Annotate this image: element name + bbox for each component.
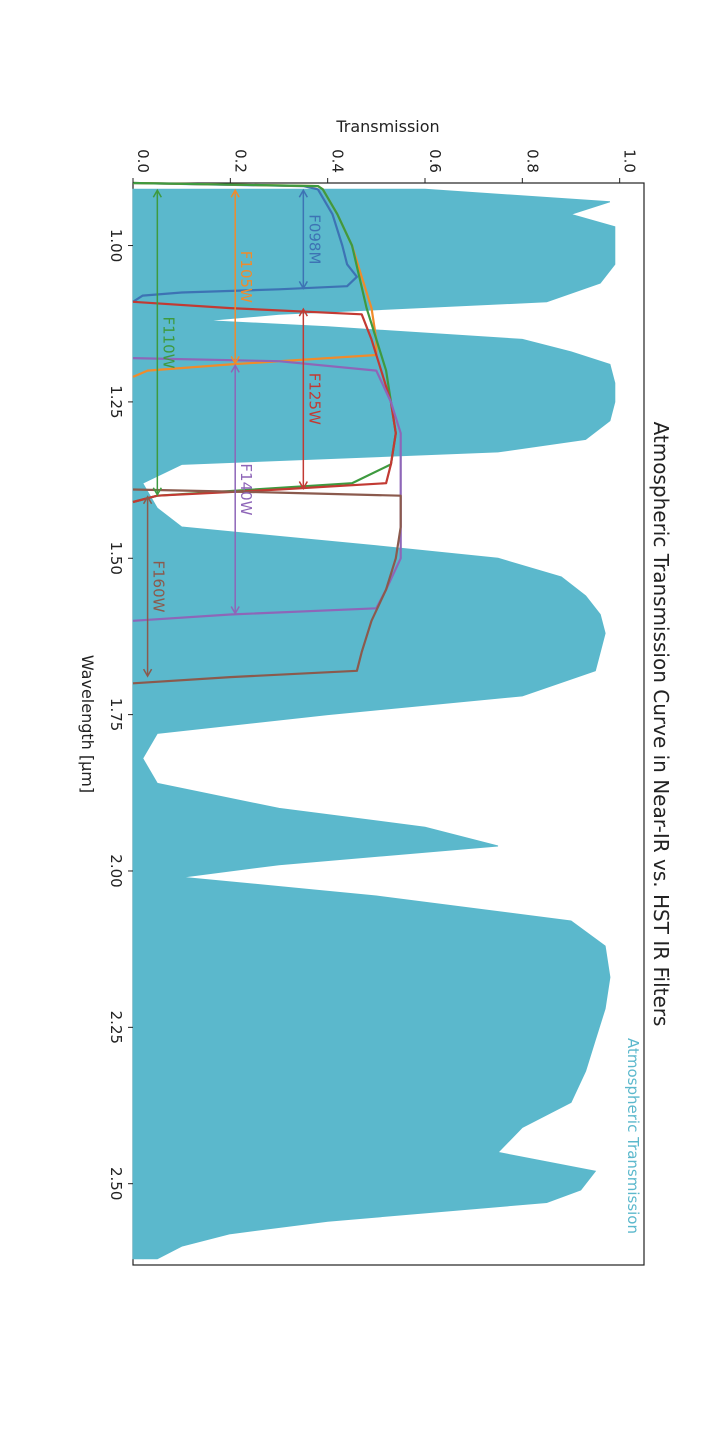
band-arrow-end-f125w: [298, 481, 308, 490]
band-arrow-end-f105w: [230, 356, 240, 365]
band-label-f160w: F160W: [150, 560, 168, 612]
band-arrow-start-f125w: [298, 307, 308, 317]
filter-curve-f098m: [132, 181, 358, 303]
x-axis-label: Wavelength [μm]: [78, 655, 97, 793]
filter-curves-layer: [132, 181, 402, 685]
x-tick-label: 1.50: [107, 542, 125, 575]
band-label-f110w: F110W: [159, 316, 177, 368]
y-tick-label: 0.4: [329, 149, 347, 173]
band-arrow-start-f098m: [298, 188, 308, 198]
band-arrow-start-f105w: [230, 188, 240, 198]
band-arrow-end-f160w: [142, 668, 153, 678]
y-tick-label: 0.0: [134, 149, 152, 173]
filter-bands-layer: F098M F105W F110W F125W F140W F160W: [142, 188, 323, 678]
filter-curve-f160w: [132, 488, 402, 685]
band-label-f125w: F125W: [305, 373, 323, 425]
filter-curve-f110w: [132, 181, 397, 504]
band-arrow-end-f140w: [230, 606, 240, 616]
band-arrow-start-f140w: [230, 363, 240, 373]
chart-title: Atmospheric Transmission Curve in Near-I…: [649, 422, 673, 1027]
filter-curve-f125w: [132, 300, 397, 504]
axis-ticks-layer: 1.00 1.25 1.50 1.75 2.00 2.25 2.50 0.0 0.2 0.4 0.6…: [107, 149, 639, 1200]
band-arrow-start-f160w: [142, 495, 153, 505]
atmosphere-layer: [132, 188, 616, 1260]
x-tick-label: 1.75: [107, 698, 125, 731]
x-tick-label: 1.00: [107, 229, 125, 262]
x-tick-label: 2.50: [107, 1167, 125, 1200]
x-tick-label: 2.00: [107, 854, 125, 887]
y-axis-label: Transmission: [335, 117, 439, 136]
band-label-f105w: F105W: [237, 251, 255, 303]
y-tick-label: 1.0: [621, 149, 639, 173]
band-arrow-start-f110w: [152, 188, 162, 198]
band-arrow-end-f110w: [152, 487, 162, 497]
y-tick-label: 0.2: [231, 149, 249, 173]
y-tick-label: 0.8: [523, 149, 541, 173]
band-label-f140w: F140W: [237, 463, 255, 515]
y-tick-label: 0.6: [426, 149, 444, 173]
band-arrow-end-f098m: [298, 280, 308, 290]
atmosphere-area: [132, 188, 616, 1260]
atmosphere-series-label: Atmospheric Transmission: [624, 1038, 642, 1234]
band-label-f098m: F098M: [305, 214, 323, 264]
x-tick-label: 1.25: [107, 385, 125, 418]
x-tick-label: 2.25: [107, 1011, 125, 1044]
